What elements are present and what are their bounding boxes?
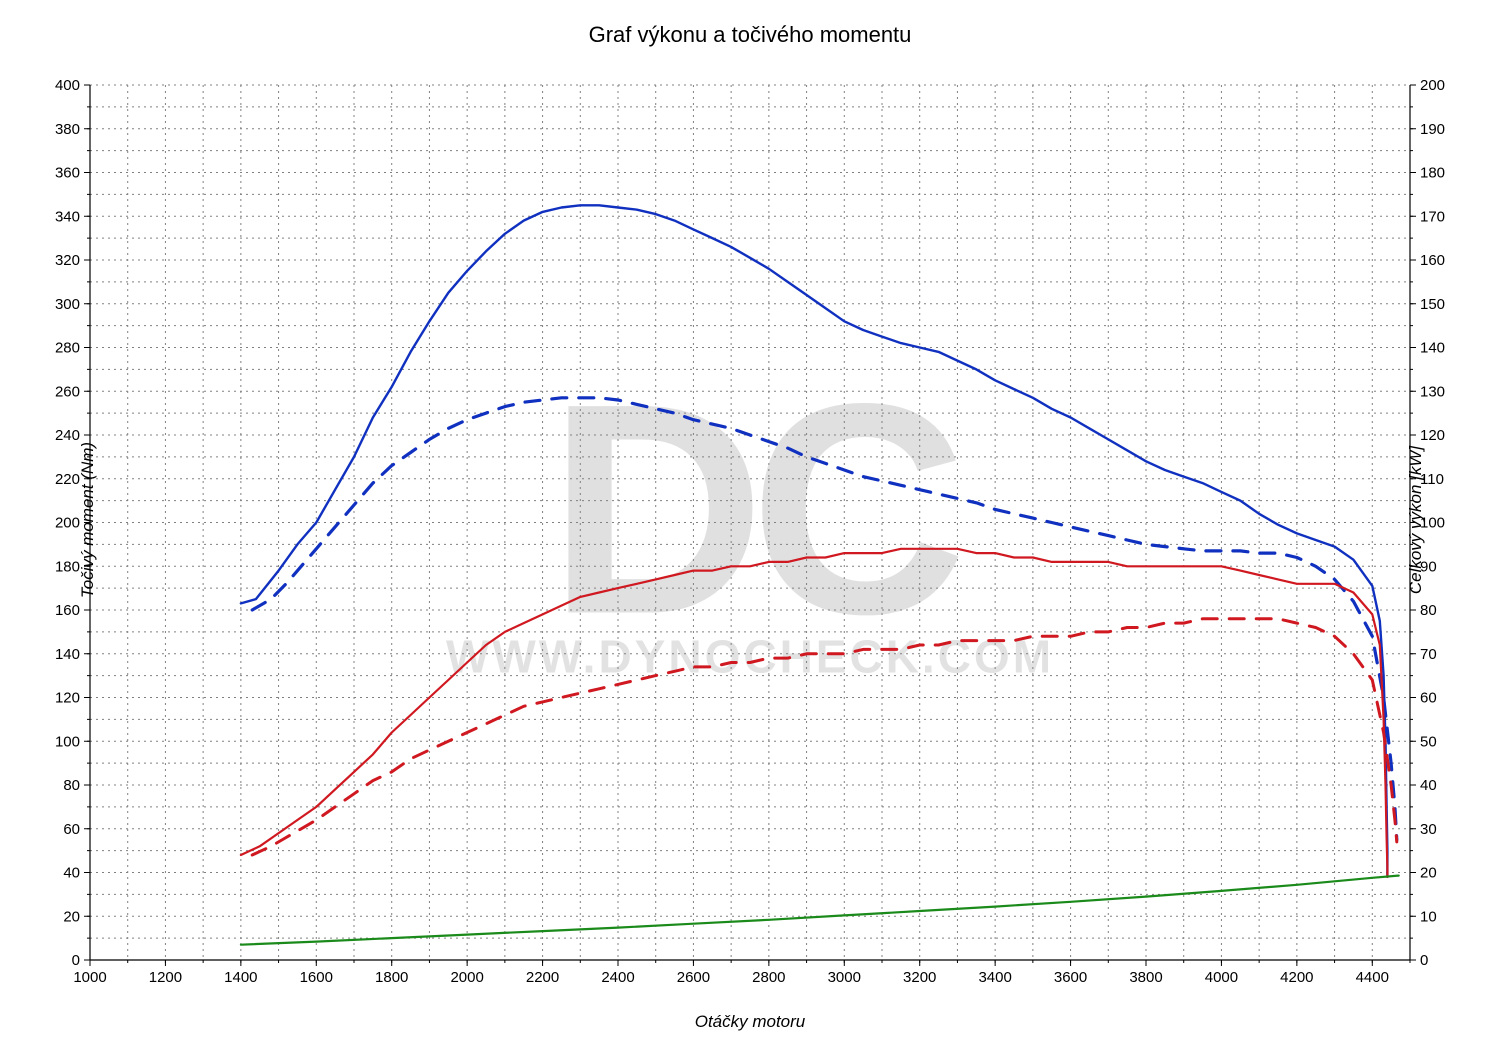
svg-text:2200: 2200 (526, 969, 559, 986)
svg-text:4200: 4200 (1280, 969, 1313, 986)
svg-text:280: 280 (55, 340, 80, 357)
svg-text:160: 160 (1420, 252, 1445, 269)
svg-text:40: 40 (63, 865, 80, 882)
svg-text:50: 50 (1420, 733, 1437, 750)
svg-text:3400: 3400 (978, 969, 1011, 986)
svg-text:1600: 1600 (300, 969, 333, 986)
svg-text:200: 200 (55, 515, 80, 532)
svg-text:70: 70 (1420, 646, 1437, 663)
svg-text:160: 160 (55, 602, 80, 619)
svg-text:2600: 2600 (677, 969, 710, 986)
svg-text:120: 120 (55, 690, 80, 707)
svg-text:220: 220 (55, 471, 80, 488)
svg-text:380: 380 (55, 121, 80, 138)
chart-svg: DCWWW.DYNOCHECK.COM100012001400160018002… (0, 0, 1500, 1040)
svg-text:80: 80 (63, 777, 80, 794)
svg-text:30: 30 (1420, 821, 1437, 838)
svg-text:320: 320 (55, 252, 80, 269)
chart-title: Graf výkonu a točivého momentu (0, 22, 1500, 48)
svg-text:1800: 1800 (375, 969, 408, 986)
svg-text:3200: 3200 (903, 969, 936, 986)
svg-text:1000: 1000 (73, 969, 106, 986)
svg-text:190: 190 (1420, 121, 1445, 138)
svg-text:2000: 2000 (450, 969, 483, 986)
svg-text:200: 200 (1420, 77, 1445, 94)
svg-text:2400: 2400 (601, 969, 634, 986)
svg-text:360: 360 (55, 165, 80, 182)
svg-text:180: 180 (55, 558, 80, 575)
y-right-axis-label: Celkový výkon [kW] (1406, 446, 1426, 594)
svg-text:3800: 3800 (1129, 969, 1162, 986)
svg-text:4400: 4400 (1356, 969, 1389, 986)
dyno-chart-page: Graf výkonu a točivého momentu Točivý mo… (0, 0, 1500, 1040)
svg-text:140: 140 (1420, 340, 1445, 357)
svg-text:0: 0 (72, 952, 80, 969)
x-axis-label: Otáčky motoru (0, 1012, 1500, 1032)
svg-text:130: 130 (1420, 383, 1445, 400)
svg-text:2800: 2800 (752, 969, 785, 986)
svg-text:60: 60 (63, 821, 80, 838)
svg-text:240: 240 (55, 427, 80, 444)
svg-text:10: 10 (1420, 908, 1437, 925)
svg-text:150: 150 (1420, 296, 1445, 313)
svg-text:60: 60 (1420, 690, 1437, 707)
svg-text:340: 340 (55, 208, 80, 225)
svg-text:DC: DC (548, 341, 961, 677)
svg-text:1400: 1400 (224, 969, 257, 986)
svg-text:1200: 1200 (149, 969, 182, 986)
svg-text:0: 0 (1420, 952, 1428, 969)
svg-text:140: 140 (55, 646, 80, 663)
svg-text:20: 20 (63, 908, 80, 925)
svg-text:80: 80 (1420, 602, 1437, 619)
svg-text:260: 260 (55, 383, 80, 400)
svg-text:120: 120 (1420, 427, 1445, 444)
svg-text:20: 20 (1420, 865, 1437, 882)
svg-text:170: 170 (1420, 208, 1445, 225)
y-left-axis-label: Točivý moment (Nm) (78, 442, 98, 598)
svg-text:180: 180 (1420, 165, 1445, 182)
svg-text:3600: 3600 (1054, 969, 1087, 986)
svg-text:4000: 4000 (1205, 969, 1238, 986)
svg-text:40: 40 (1420, 777, 1437, 794)
svg-text:3000: 3000 (828, 969, 861, 986)
svg-text:100: 100 (55, 733, 80, 750)
svg-text:400: 400 (55, 77, 80, 94)
svg-text:WWW.DYNOCHECK.COM: WWW.DYNOCHECK.COM (446, 631, 1054, 683)
svg-text:300: 300 (55, 296, 80, 313)
